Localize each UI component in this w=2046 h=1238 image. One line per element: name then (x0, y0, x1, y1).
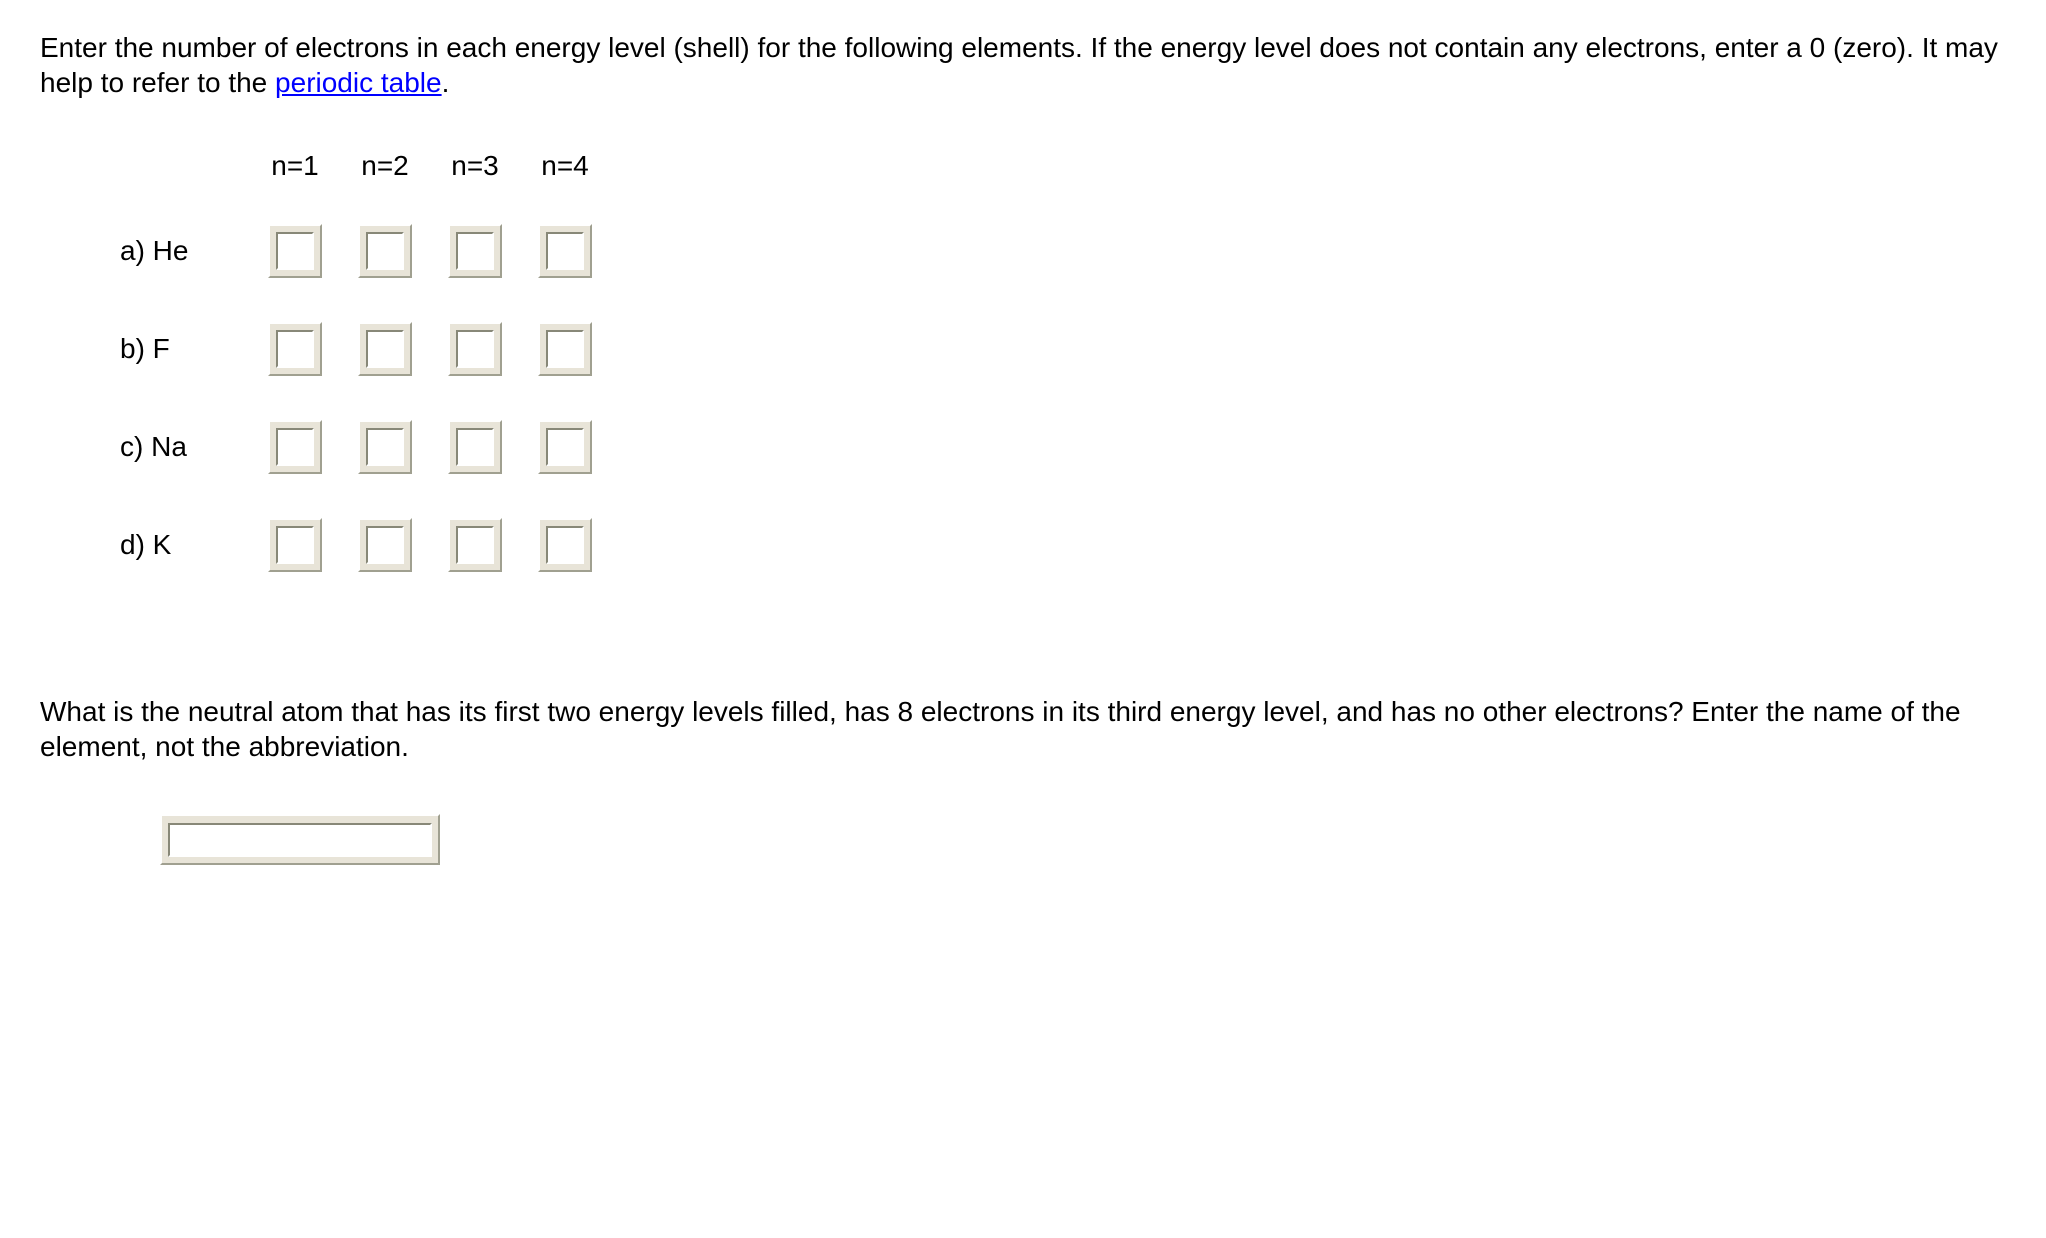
input-k-n3[interactable] (458, 528, 492, 562)
input-na-n1[interactable] (278, 430, 312, 464)
table-row: c) Na (120, 398, 610, 496)
instructions: Enter the number of electrons in each en… (40, 30, 2006, 100)
input-f-n3[interactable] (458, 332, 492, 366)
input-he-n3[interactable] (458, 234, 492, 268)
input-k-n2[interactable] (368, 528, 402, 562)
row-label-na: c) Na (120, 398, 250, 496)
col-header-n2: n=2 (340, 150, 430, 202)
electron-table: n=1 n=2 n=3 n=4 a) He b) F c (120, 150, 2006, 594)
input-k-n4[interactable] (548, 528, 582, 562)
instructions-text-after: . (442, 67, 450, 98)
input-na-n2[interactable] (368, 430, 402, 464)
col-header-n3: n=3 (430, 150, 520, 202)
input-he-n4[interactable] (548, 234, 582, 268)
row-label-k: d) K (120, 496, 250, 594)
input-he-n2[interactable] (368, 234, 402, 268)
input-f-n2[interactable] (368, 332, 402, 366)
input-na-n3[interactable] (458, 430, 492, 464)
table-row: b) F (120, 300, 610, 398)
input-f-n4[interactable] (548, 332, 582, 366)
row-label-he: a) He (120, 202, 250, 300)
element-name-input[interactable] (170, 825, 430, 855)
table-row: a) He (120, 202, 610, 300)
row-label-f: b) F (120, 300, 250, 398)
question-element-name: What is the neutral atom that has its fi… (40, 694, 2006, 764)
input-f-n1[interactable] (278, 332, 312, 366)
col-header-n4: n=4 (520, 150, 610, 202)
table-row: d) K (120, 496, 610, 594)
input-k-n1[interactable] (278, 528, 312, 562)
col-header-n1: n=1 (250, 150, 340, 202)
periodic-table-link[interactable]: periodic table (275, 67, 442, 98)
input-he-n1[interactable] (278, 234, 312, 268)
input-na-n4[interactable] (548, 430, 582, 464)
